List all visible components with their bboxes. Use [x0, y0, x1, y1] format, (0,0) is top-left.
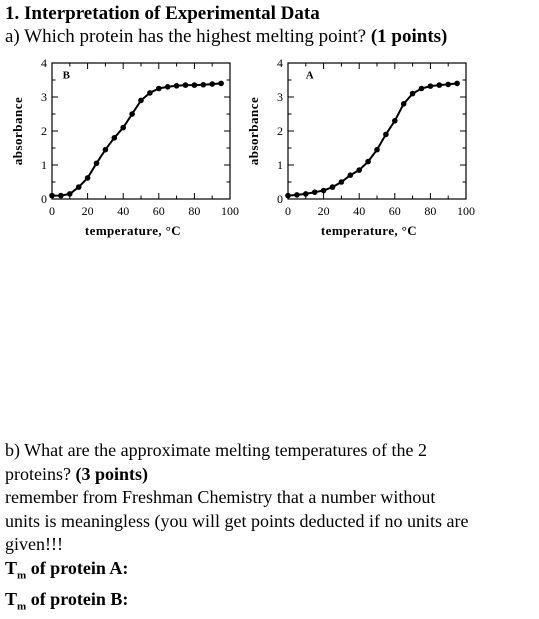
data-point — [347, 172, 354, 178]
x-tick-label: 40 — [353, 204, 365, 218]
data-point — [173, 82, 180, 89]
data-point — [356, 167, 362, 173]
data-point — [436, 82, 443, 88]
question-b: b) What are the approximate melting temp… — [5, 439, 535, 619]
data-point — [303, 191, 309, 197]
data-point — [138, 97, 144, 104]
data-point — [400, 101, 407, 107]
question-a-points: (1 points) — [370, 26, 448, 47]
x-axis-label: temperature, °C — [85, 223, 181, 238]
data-point — [84, 175, 91, 181]
y-tick-label: 2 — [277, 124, 283, 138]
data-point — [218, 80, 224, 87]
y-tick-label: 1 — [277, 158, 283, 172]
data-point — [111, 135, 118, 141]
tm-protein-b-line: Tm of protein B: — [5, 588, 535, 619]
y-tick-label: 3 — [277, 90, 283, 104]
question-b-line-2-text: proteins? — [5, 463, 71, 484]
data-point — [311, 189, 318, 195]
data-point — [93, 160, 100, 167]
x-tick-label: 20 — [318, 204, 330, 218]
data-point — [129, 111, 135, 117]
data-point — [67, 191, 73, 197]
data-point — [102, 146, 109, 153]
x-axis-label: temperature, °C — [321, 223, 417, 238]
x-tick-label: 0 — [285, 204, 291, 218]
y-tick-label: 1 — [41, 158, 47, 172]
y-tick-label: 2 — [41, 124, 47, 138]
melting-curve-line — [52, 82, 222, 197]
x-tick-label: 80 — [424, 204, 436, 218]
tm-b-symbol: T — [5, 588, 18, 609]
data-point — [329, 184, 336, 190]
y-tick-label: 0 — [277, 192, 283, 206]
data-point — [120, 124, 126, 131]
data-point — [392, 118, 398, 124]
data-point — [383, 131, 389, 138]
tm-a-label: of protein A: — [26, 557, 129, 578]
tm-a-symbol: T — [5, 557, 18, 578]
data-point — [285, 192, 291, 199]
tm-b-label: of protein B: — [26, 588, 129, 609]
x-tick-label: 60 — [389, 204, 401, 218]
data-point — [294, 192, 300, 198]
data-point — [338, 179, 345, 185]
melting-curve-line — [287, 82, 458, 197]
chart-protein-a: 0 20 40 60 80 100 0 1 2 3 4 temperature, °C absorban… — [246, 56, 475, 238]
data-point — [49, 192, 55, 199]
data-point — [418, 85, 425, 92]
tm-protein-a-line: Tm of protein A: — [5, 557, 535, 588]
question-b-line-3: remember from Freshman Chemistry that a … — [5, 487, 436, 507]
y-tick-label: 4 — [277, 56, 283, 70]
question-a: a) Which protein has the highest melting… — [5, 26, 447, 48]
question-a-text: a) Which protein has the highest melting… — [5, 26, 367, 47]
data-point — [191, 82, 198, 88]
data-point — [164, 84, 171, 90]
data-point — [200, 81, 207, 88]
y-axis-label: absorbance — [246, 97, 261, 166]
y-axis-label: absorbance — [10, 97, 25, 166]
data-point — [374, 146, 380, 153]
x-tick-label: 100 — [457, 204, 475, 218]
data-point — [182, 82, 189, 88]
tm-b-subscript: m — [17, 600, 27, 613]
x-tick-label: 100 — [221, 204, 239, 218]
data-point — [445, 81, 451, 88]
y-tick-label: 4 — [41, 56, 47, 70]
data-point — [365, 158, 371, 165]
data-point — [209, 81, 215, 87]
x-tick-label: 40 — [117, 204, 129, 218]
data-point — [454, 80, 460, 87]
x-tick-label: 80 — [188, 204, 200, 218]
y-tick-label: 0 — [41, 192, 47, 206]
x-tick-label: 60 — [153, 204, 165, 218]
page-heading: 1. Interpretation of Experimental Data — [5, 3, 320, 24]
question-b-points: (3 points) — [75, 463, 148, 484]
panel-label: B — [63, 69, 71, 81]
data-point — [75, 184, 82, 190]
x-tick-label: 0 — [49, 204, 55, 218]
x-tick-label: 20 — [82, 204, 94, 218]
data-point — [58, 192, 64, 199]
data-point — [147, 90, 153, 96]
data-point — [409, 90, 416, 97]
chart-protein-b: 0 20 40 60 80 100 0 1 2 3 4 temperature, °C absorban… — [10, 56, 239, 238]
panel-label: A — [306, 69, 314, 81]
y-tick-label: 3 — [41, 90, 47, 104]
question-b-line-2: proteins? (3 points) — [5, 463, 535, 487]
data-point — [156, 85, 162, 92]
data-point — [427, 83, 434, 89]
tm-a-subscript: m — [17, 569, 27, 582]
question-b-line-5: given!!! — [5, 534, 63, 554]
question-b-line-4: units is meaningless (you will get point… — [5, 510, 469, 531]
question-b-line-1: b) What are the approximate melting temp… — [5, 440, 428, 460]
data-point — [320, 187, 327, 194]
